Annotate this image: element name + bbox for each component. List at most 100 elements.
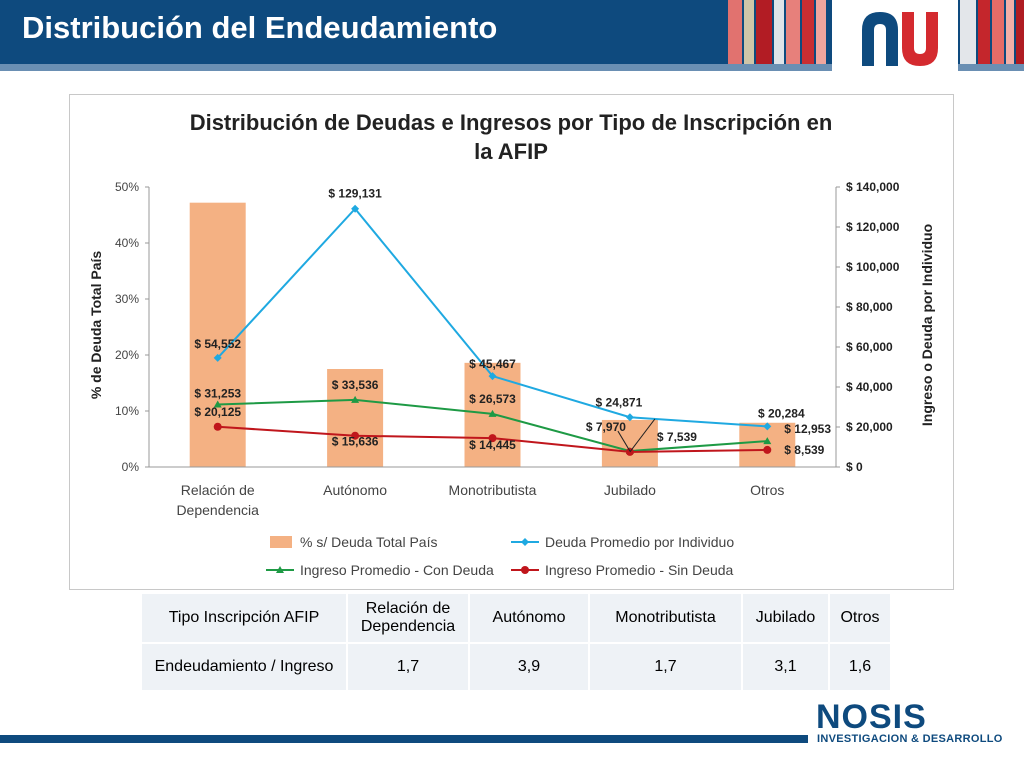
chart-svg: Distribución de Deudas e Ingresos por Ti… (88, 110, 935, 578)
data-label: $ 7,539 (657, 430, 697, 444)
y-tick-left-label: 10% (115, 404, 139, 418)
table-header-line: Jubilado (755, 609, 816, 626)
y-tick-left-label: 30% (115, 292, 139, 306)
page-title: Distribución del Endeudamiento (22, 10, 498, 45)
nosis-logo-subtitle: INVESTIGACION & DESARROLLO (817, 733, 1003, 745)
table-cell: 1,7 (346, 642, 470, 692)
brand-logo-icon (862, 12, 938, 66)
stripe-decor-1 (728, 0, 742, 64)
series-point (351, 431, 360, 440)
data-label: $ 129,131 (328, 187, 382, 201)
series-point (488, 434, 497, 443)
series-point (763, 445, 772, 454)
legend-label: % s/ Deuda Total País (300, 534, 437, 550)
data-label: $ 24,871 (596, 395, 643, 409)
stripe-decor-7 (816, 0, 826, 64)
y-tick-right-label: $ 20,000 (846, 420, 893, 434)
data-label: $ 14,445 (469, 438, 516, 452)
chart-title-line-2: la AFIP (474, 139, 548, 164)
legend-label: Ingreso Promedio - Sin Deuda (545, 562, 734, 578)
table-header-line: Otros (840, 609, 880, 626)
table-row: Endeudamiento / Ingreso 1,7 3,9 1,7 3,1 … (140, 642, 892, 692)
y-tick-right-label: $ 100,000 (846, 260, 900, 274)
data-label: $ 31,253 (194, 386, 241, 400)
legend-marker (521, 538, 529, 546)
legend-swatch (270, 536, 292, 548)
y-tick-left-label: 20% (115, 348, 139, 362)
data-label: $ 54,552 (194, 337, 241, 351)
table-cell: 1,7 (588, 642, 743, 692)
table-header-cell: Autónomo (468, 592, 590, 644)
stripe-decor-3 (756, 0, 772, 64)
x-tick-label: Monotributista (449, 482, 537, 498)
series-point (213, 353, 222, 362)
legend-marker (276, 566, 284, 573)
x-tick-label: Otros (750, 482, 784, 498)
header-underline (0, 64, 1024, 71)
ratio-table: Tipo Inscripción AFIP Relación de Depende… (140, 592, 892, 692)
series-point (351, 204, 360, 213)
table-cell: 1,6 (828, 642, 892, 692)
nosis-logo-text: NOSIS (816, 698, 927, 736)
y-tick-right-label: $ 40,000 (846, 380, 893, 394)
legend-label: Deuda Promedio por Individuo (545, 534, 734, 550)
series-point (625, 413, 634, 422)
table-header-cell: Relación de Dependencia (346, 592, 470, 644)
y-axis-right-label: Ingreso o Deuda por Individuo (919, 224, 935, 426)
data-label: $ 12,953 (784, 422, 831, 436)
label-leader-line (629, 418, 656, 453)
chart-title-line-1: Distribución de Deudas e Ingresos por Ti… (190, 110, 833, 135)
x-tick-label: Dependencia (176, 502, 259, 518)
table-header-cell: Monotributista (588, 592, 743, 644)
data-label: $ 45,467 (469, 357, 516, 371)
table-header-line: Relación de (365, 600, 451, 617)
y-tick-left-label: 50% (115, 180, 139, 194)
data-label: $ 7,970 (586, 420, 626, 434)
stripe-decor-11 (1006, 0, 1014, 64)
footer-line (0, 735, 808, 743)
y-tick-right-label: $ 140,000 (846, 180, 900, 194)
stripe-decor-12 (1016, 0, 1024, 64)
legend-marker (521, 566, 529, 574)
y-axis-left-label: % de Deuda Total País (88, 251, 104, 400)
y-tick-right-label: $ 60,000 (846, 340, 893, 354)
nosis-logo: NOSIS INVESTIGACION & DESARROLLO (816, 698, 1002, 754)
data-label: $ 33,536 (332, 378, 379, 392)
stripe-decor-9 (978, 0, 990, 64)
series-point (763, 422, 772, 431)
table-header-line: Monotributista (615, 609, 716, 626)
data-label: $ 20,125 (194, 405, 241, 419)
table-header-cell: Otros (828, 592, 892, 644)
series-point (763, 437, 772, 445)
stripe-decor-10 (992, 0, 1004, 64)
y-tick-left-label: 0% (122, 460, 140, 474)
data-label: $ 15,636 (332, 435, 379, 449)
series-point (213, 400, 222, 408)
x-tick-label: Autónomo (323, 482, 387, 498)
table-header-label: Tipo Inscripción AFIP (140, 592, 348, 644)
table-cell: 3,1 (741, 642, 830, 692)
legend-label: Ingreso Promedio - Con Deuda (300, 562, 494, 578)
y-tick-right-label: $ 0 (846, 460, 863, 474)
brand-logo-emblem (832, 0, 958, 74)
y-tick-left-label: 40% (115, 236, 139, 250)
y-tick-right-label: $ 80,000 (846, 300, 893, 314)
stripe-decor-4 (774, 0, 784, 64)
table-row-label: Endeudamiento / Ingreso (140, 642, 348, 692)
table-header-line: Dependencia (360, 618, 456, 635)
series-point (213, 422, 222, 431)
stripe-decor-8 (960, 0, 976, 64)
x-tick-label: Jubilado (604, 482, 656, 498)
table-header-cell: Jubilado (741, 592, 830, 644)
data-label: $ 20,284 (758, 406, 805, 420)
x-tick-label: Relación de (181, 482, 255, 498)
table-header-row: Tipo Inscripción AFIP Relación de Depende… (140, 592, 892, 644)
series-point (488, 409, 497, 417)
label-leader-line (617, 430, 631, 452)
stripe-decor-6 (802, 0, 814, 64)
chart-frame: Distribución de Deudas e Ingresos por Ti… (69, 94, 954, 590)
stripe-decor-2 (744, 0, 754, 64)
stripe-decor-5 (786, 0, 800, 64)
data-label: $ 8,539 (784, 443, 824, 457)
data-label: $ 26,573 (469, 392, 516, 406)
